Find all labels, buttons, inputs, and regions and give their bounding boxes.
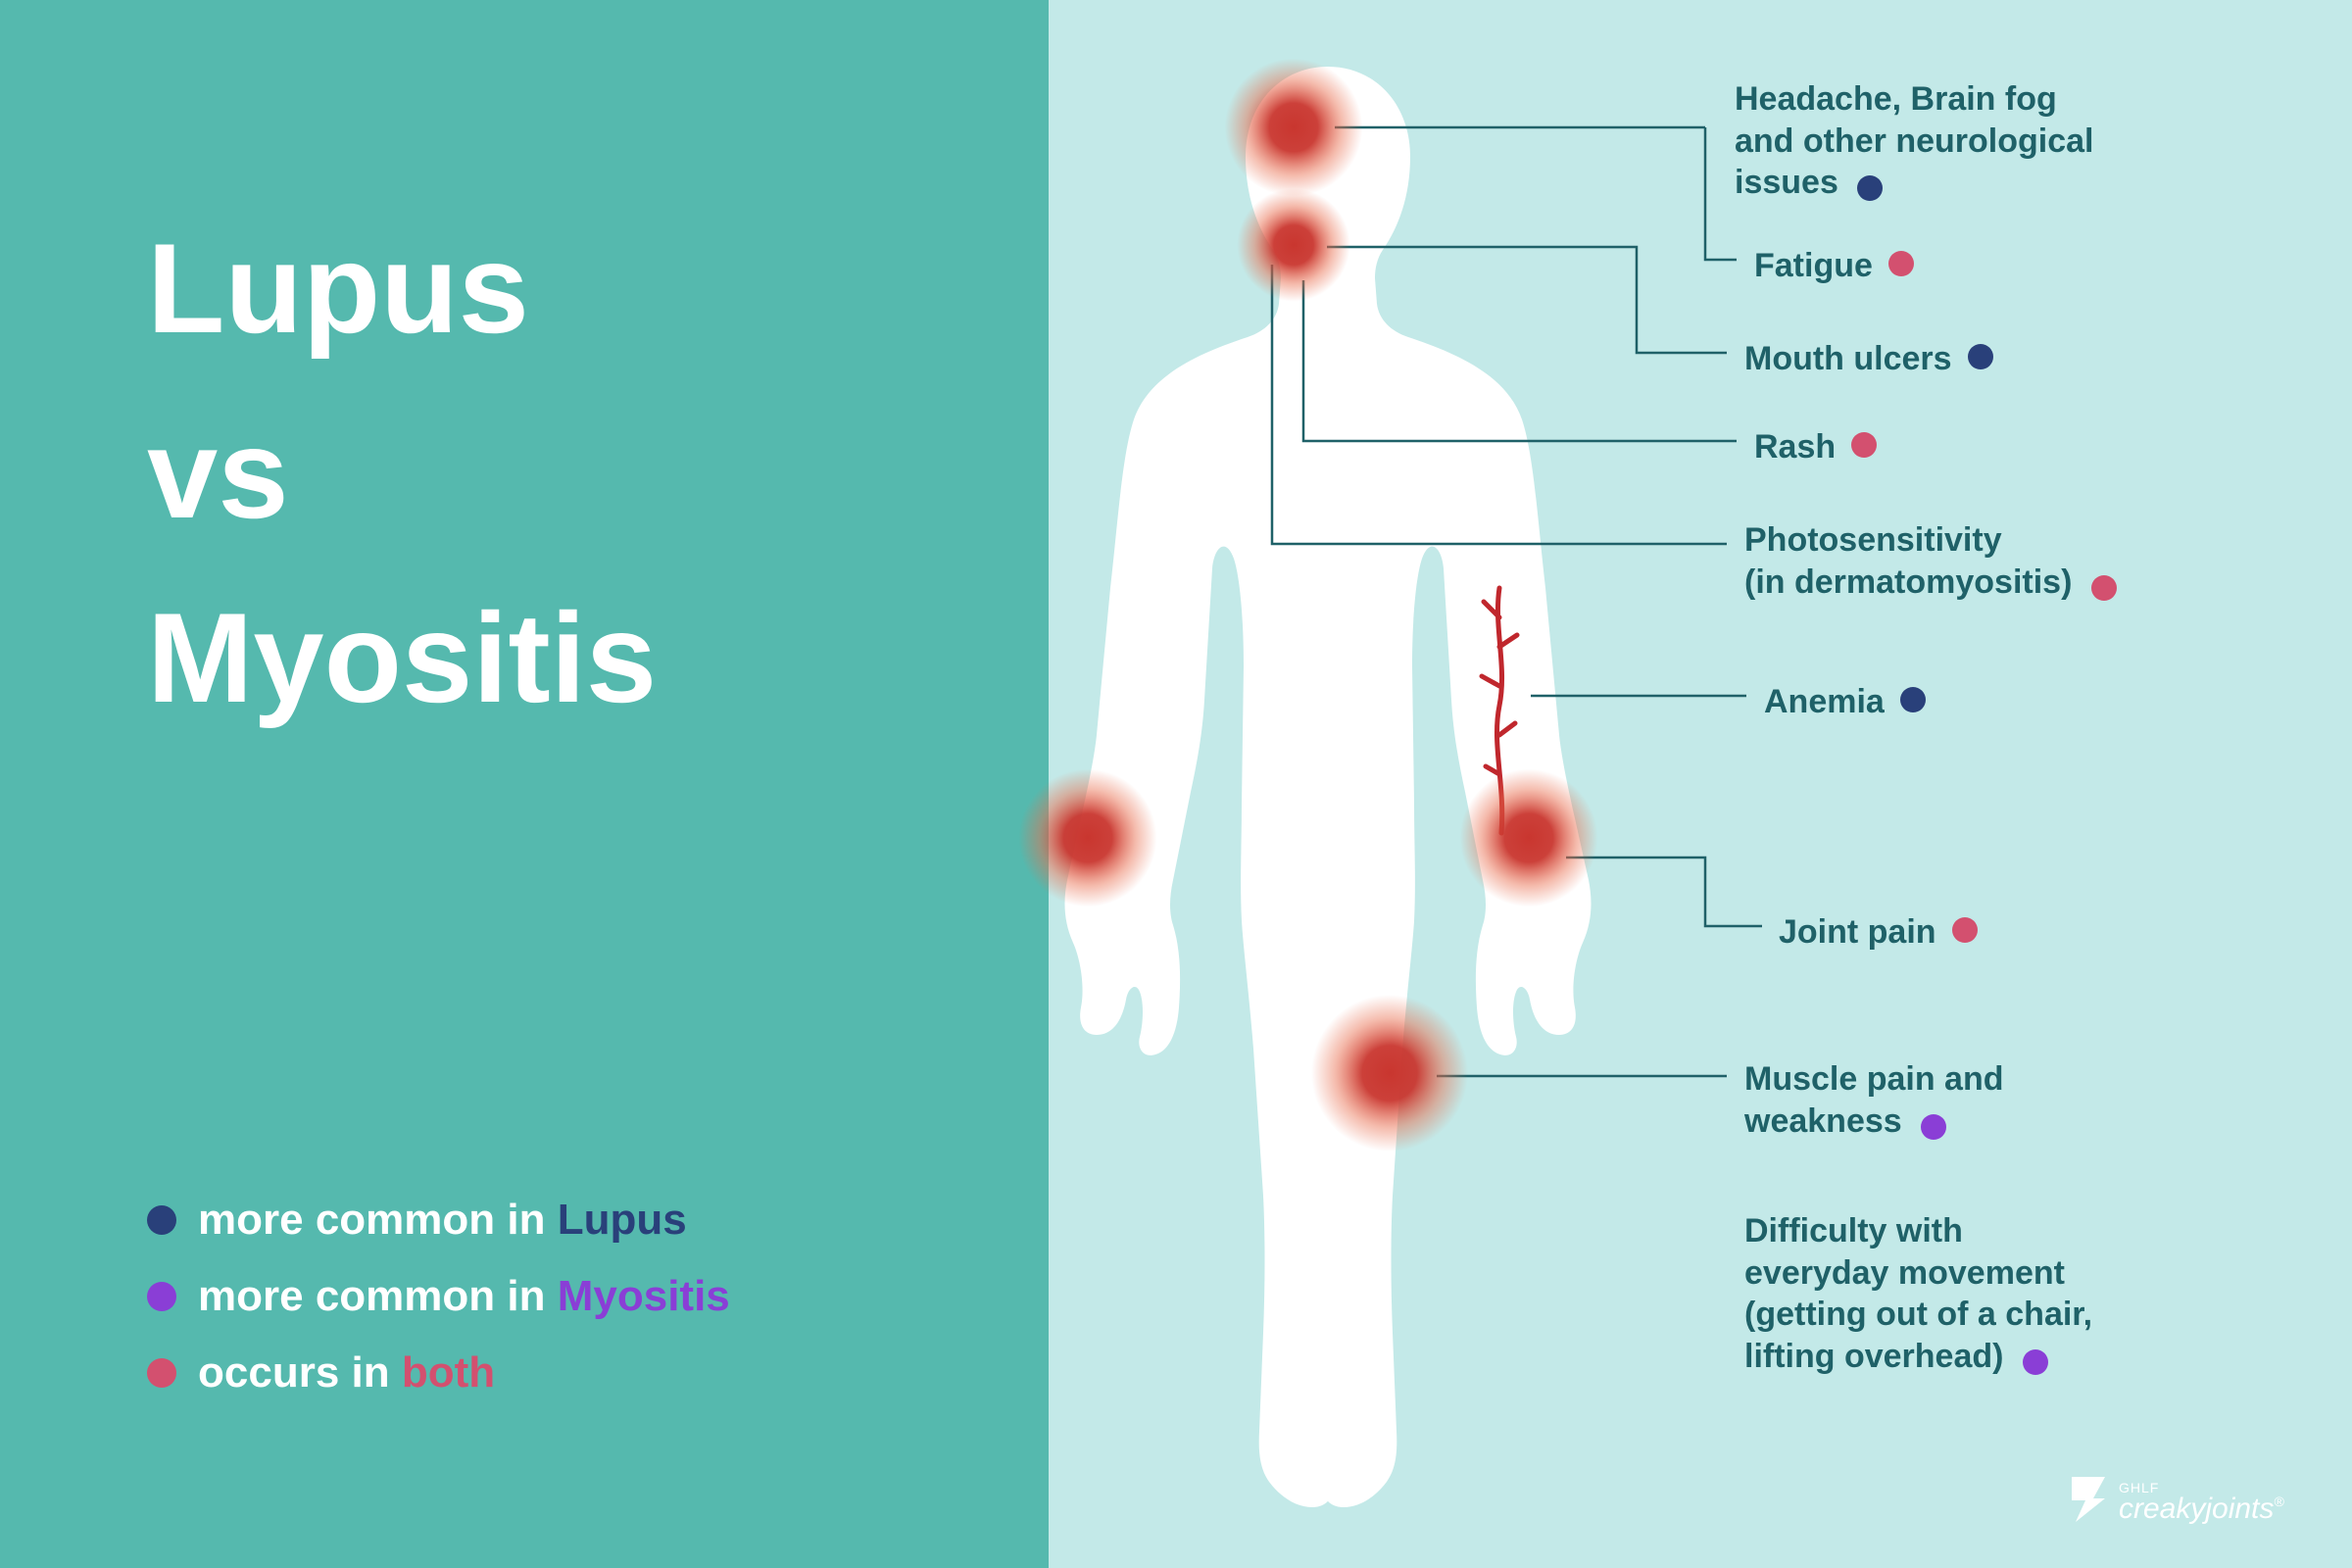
hotspot-thigh bbox=[1311, 995, 1468, 1152]
symptom-movement: Difficulty witheveryday movement(getting… bbox=[1744, 1210, 2092, 1377]
symptom-fatigue: Fatigue bbox=[1754, 245, 1914, 287]
lead-line bbox=[1705, 127, 1737, 260]
symptom-dot bbox=[2091, 575, 2117, 601]
lead-line bbox=[1327, 247, 1727, 353]
symptom-headache: Headache, Brain fogand other neurologica… bbox=[1735, 78, 2093, 204]
symptom-dot bbox=[2023, 1349, 2048, 1375]
symptom-muscle: Muscle pain andweakness bbox=[1744, 1058, 2004, 1142]
symptom-dot bbox=[1857, 175, 1883, 201]
symptom-text: Headache, Brain fogand other neurologica… bbox=[1735, 78, 2093, 204]
symptom-text: Anemia bbox=[1764, 681, 1885, 723]
symptom-joint: Joint pain bbox=[1779, 911, 1978, 954]
logo: GHLF creakyjoints® bbox=[2068, 1475, 2284, 1524]
symptom-dot bbox=[1952, 917, 1978, 943]
logo-icon bbox=[2068, 1475, 2109, 1524]
symptom-text: Muscle pain andweakness bbox=[1744, 1058, 2004, 1142]
symptom-rash: Rash bbox=[1754, 426, 1877, 468]
lead-line bbox=[1272, 265, 1727, 544]
hotspot-mouth bbox=[1237, 188, 1349, 301]
hotspot-wristL bbox=[1019, 769, 1157, 907]
lead-line bbox=[1303, 280, 1737, 441]
symptom-photo: Photosensitivity(in dermatomyositis) bbox=[1744, 519, 2117, 603]
symptom-ulcers: Mouth ulcers bbox=[1744, 338, 1993, 380]
symptom-text: Rash bbox=[1754, 426, 1836, 468]
symptom-text: Fatigue bbox=[1754, 245, 1873, 287]
symptom-dot bbox=[1851, 432, 1877, 458]
symptom-dot bbox=[1968, 344, 1993, 369]
symptom-text: Photosensitivity(in dermatomyositis) bbox=[1744, 519, 2117, 603]
symptom-text: Difficulty witheveryday movement(getting… bbox=[1744, 1210, 2092, 1377]
symptom-dot bbox=[1888, 251, 1914, 276]
symptom-dot bbox=[1921, 1114, 1946, 1140]
symptom-text: Joint pain bbox=[1779, 911, 1936, 954]
hotspot-head bbox=[1225, 59, 1363, 197]
symptom-anemia: Anemia bbox=[1764, 681, 1926, 723]
hotspot-wristR bbox=[1460, 769, 1598, 907]
symptom-dot bbox=[1900, 687, 1926, 712]
logo-text: GHLF creakyjoints® bbox=[2119, 1481, 2284, 1524]
symptom-text: Mouth ulcers bbox=[1744, 338, 1952, 380]
lead-line bbox=[1566, 858, 1762, 926]
